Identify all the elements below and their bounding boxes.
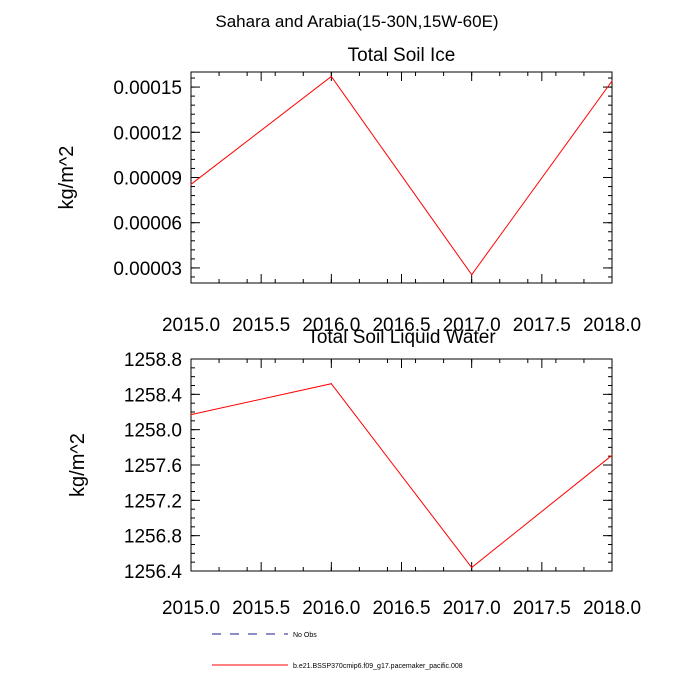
x-tick-label: 2018.0 <box>583 598 641 619</box>
y-tick-label: 1256.8 <box>124 527 182 548</box>
x-tick-label: 2016.5 <box>372 315 430 336</box>
chart-panel-soil-liquid-water: Total Soil Liquid Water kg/m^2 2015.0 2015.… <box>67 327 641 619</box>
chart-panel-soil-ice: Total Soil Ice kg/m^2 2015.0 2015.5 2016.0 20… <box>56 45 641 336</box>
y-tick-label: 0.00003 <box>113 259 182 280</box>
plot-frame <box>190 71 613 284</box>
plot-frame <box>190 358 613 572</box>
y-tick-label: 0.00015 <box>113 78 182 99</box>
legend-label-no-obs: No Obs <box>293 632 317 639</box>
data-point <box>330 75 332 78</box>
y-tick-label: 1257.2 <box>124 491 182 512</box>
x-tick-label: 2015.5 <box>232 598 290 619</box>
x-tick-label: 2015.5 <box>232 315 290 336</box>
x-tick-label: 2017.0 <box>443 598 501 619</box>
data-point <box>471 566 473 569</box>
y-tick-label: 0.00012 <box>113 123 182 144</box>
figure-title: Sahara and Arabia(15-30N,15W-60E) <box>215 12 498 31</box>
x-tick-label: 2015.0 <box>162 598 220 619</box>
y-tick-label: 1257.6 <box>124 456 182 477</box>
y-tick-label: 1258.8 <box>124 350 182 371</box>
y-axis-label: kg/m^2 <box>56 146 78 210</box>
data-point <box>471 274 473 276</box>
x-tick-label: 2016.0 <box>302 315 360 336</box>
y-tick-label: 1256.4 <box>124 562 183 583</box>
y-axis-label: kg/m^2 <box>67 433 89 497</box>
legend: No Obs b.e21.BSSP370cmip6.f09_g17.pacema… <box>212 632 463 670</box>
chart-title: Total Soil Ice <box>348 45 456 66</box>
data-point <box>611 80 613 82</box>
x-tick-label: 2016.5 <box>372 598 430 619</box>
y-tick-label: 1258.4 <box>124 385 183 406</box>
x-tick-label: 2016.0 <box>302 598 360 619</box>
y-tick-label: 0.00009 <box>113 169 182 190</box>
x-tick-label: 2018.0 <box>583 315 641 336</box>
series-line <box>190 75 613 276</box>
data-point <box>330 383 332 385</box>
y-tick-label: 0.00006 <box>113 214 182 235</box>
x-tick-label: 2017.5 <box>513 315 571 336</box>
x-tick-label: 2015.0 <box>162 315 220 336</box>
series-line <box>190 383 613 569</box>
legend-label-model: b.e21.BSSP370cmip6.f09_g17.pacemaker_pac… <box>293 663 463 670</box>
x-tick-label: 2017.5 <box>513 598 571 619</box>
x-tick-label: 2017.0 <box>443 315 501 336</box>
data-point <box>190 183 192 185</box>
data-point <box>611 454 613 456</box>
chart-title: Total Soil Liquid Water <box>307 327 496 348</box>
y-tick-label: 1258.0 <box>124 421 182 442</box>
data-point <box>190 414 192 416</box>
